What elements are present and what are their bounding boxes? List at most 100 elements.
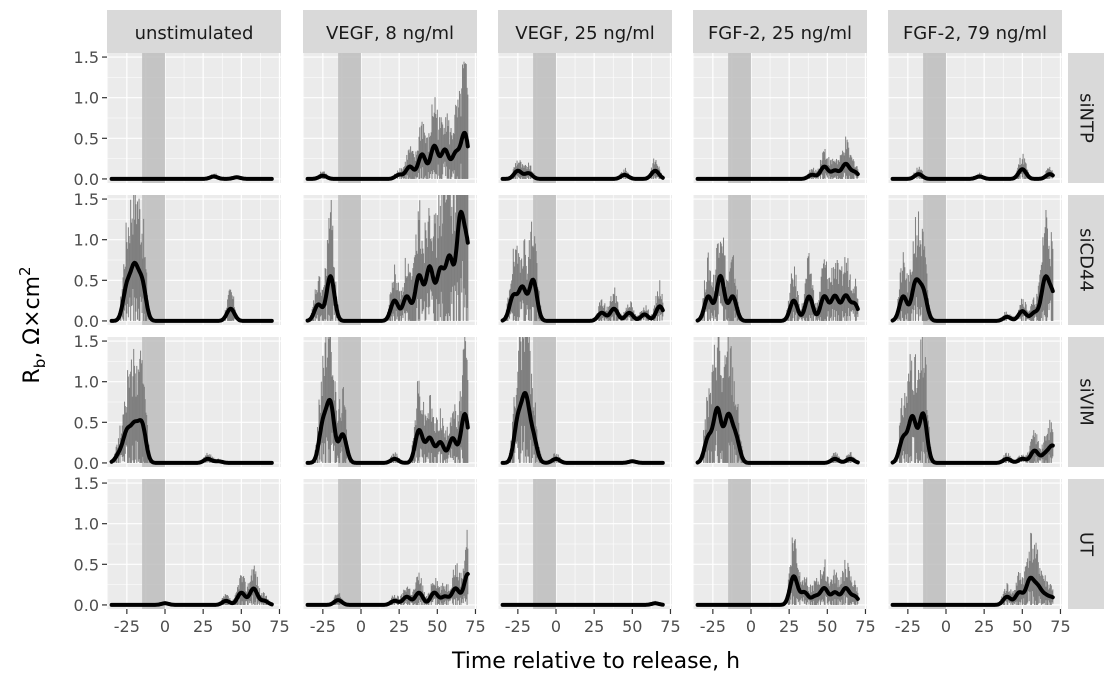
x-tick-label: 75 xyxy=(660,617,680,636)
shaded-interval xyxy=(142,195,165,325)
x-tick-label: 50 xyxy=(817,617,837,636)
y-tick-label: 1.0 xyxy=(74,231,99,250)
x-tick-label: 25 xyxy=(584,617,604,636)
y-axis-title: Rb, Ω×cm2 xyxy=(16,266,49,383)
column-strip xyxy=(303,10,477,53)
x-tick-label: 75 xyxy=(269,617,289,636)
column-strip-label: VEGF, 8 ng/ml xyxy=(326,23,454,44)
x-tick-label: 25 xyxy=(779,617,799,636)
x-tick-label: 50 xyxy=(427,617,447,636)
y-axis-title-subscript: b xyxy=(31,359,49,369)
shaded-interval xyxy=(338,479,361,609)
series-line-siNTP-FGF-2, 79 ng/ml xyxy=(890,167,1055,181)
facet-panel-UT-3 xyxy=(693,479,867,609)
y-tick-label: 1.5 xyxy=(74,48,99,67)
y-axis-title-middle: , Ω×cm xyxy=(20,276,45,359)
shaded-interval xyxy=(533,53,556,183)
y-tick-label: 1.5 xyxy=(74,190,99,209)
series-line-siVIM-FGF-2, 25 ng/ml xyxy=(695,405,860,465)
x-tick-label: 0 xyxy=(356,617,366,636)
y-tick-label: 1.0 xyxy=(74,515,99,534)
series-line-siVIM-VEGF, 8 ng/ml xyxy=(305,397,470,465)
shaded-interval xyxy=(142,479,165,609)
shaded-interval xyxy=(923,195,946,325)
series-line-siCD44-VEGF, 25 ng/ml xyxy=(500,277,665,323)
row-strip-label: UT xyxy=(1076,532,1097,557)
column-strip-label: FGF-2, 79 ng/ml xyxy=(903,23,1047,44)
facet-panel-siCD44-1 xyxy=(303,195,477,325)
x-tick-label: 0 xyxy=(551,617,561,636)
series-line-siVIM-unstimulated xyxy=(109,418,274,465)
facet-panel-siNTP-3 xyxy=(693,53,867,183)
series-line-siVIM-FGF-2, 79 ng/ml xyxy=(890,411,1055,465)
row-strip-label: siNTP xyxy=(1076,93,1097,143)
series-line-siNTP-FGF-2, 25 ng/ml xyxy=(695,161,860,181)
column-strip xyxy=(693,10,867,53)
facet-panel-siVIM-3 xyxy=(693,337,867,467)
series-line-siCD44-FGF-2, 79 ng/ml xyxy=(890,274,1055,323)
facet-panel-siNTP-4 xyxy=(888,53,1062,183)
y-tick-label: 0.0 xyxy=(74,312,99,331)
facet-panel-siVIM-2 xyxy=(498,337,672,467)
y-tick-label: 0.0 xyxy=(74,170,99,189)
row-strip-label: siVIM xyxy=(1076,378,1097,426)
x-tick-label: 0 xyxy=(746,617,756,636)
x-tick-label: 50 xyxy=(622,617,642,636)
facet-panel-siNTP-0 xyxy=(107,53,281,183)
column-strip-label: FGF-2, 25 ng/ml xyxy=(708,23,852,44)
x-tick-label: -25 xyxy=(895,617,921,636)
facet-panel-siVIM-1 xyxy=(303,337,477,467)
facet-panel-siNTP-1 xyxy=(303,53,477,183)
facet-panel-UT-1 xyxy=(303,479,477,609)
series-line-siCD44-FGF-2, 25 ng/ml xyxy=(695,274,860,323)
facet-panel-siNTP-2 xyxy=(498,53,672,183)
y-tick-label: 0.5 xyxy=(74,413,99,432)
facet-panel-UT-4 xyxy=(888,479,1062,609)
facet-panel-siCD44-0 xyxy=(107,195,281,325)
x-tick-label: 50 xyxy=(231,617,251,636)
shaded-interval xyxy=(338,195,361,325)
series-line-UT-FGF-2, 25 ng/ml xyxy=(695,574,860,607)
series-line-siCD44-unstimulated xyxy=(109,260,274,323)
shaded-interval xyxy=(533,479,556,609)
facet-panel-UT-2 xyxy=(498,479,672,609)
row-strip xyxy=(1068,337,1104,467)
series-line-siCD44-VEGF, 8 ng/ml xyxy=(305,209,470,323)
series-line-UT-unstimulated xyxy=(109,586,274,607)
y-tick-label: 0.5 xyxy=(74,129,99,148)
y-tick-label: 1.5 xyxy=(74,332,99,351)
facet-panels xyxy=(107,53,1062,609)
row-strip xyxy=(1068,53,1104,183)
y-tick-label: 0.5 xyxy=(74,271,99,290)
series-line-siNTP-VEGF, 25 ng/ml xyxy=(500,168,665,181)
x-tick-label: -25 xyxy=(114,617,140,636)
facet-panel-siCD44-4 xyxy=(888,195,1062,325)
series-line-UT-FGF-2, 79 ng/ml xyxy=(890,575,1055,607)
y-tick-label: 1.0 xyxy=(74,89,99,108)
column-strip xyxy=(498,10,672,53)
shaded-interval xyxy=(142,53,165,183)
shaded-interval xyxy=(728,479,751,609)
error-bars xyxy=(699,237,859,321)
x-tick-label: 50 xyxy=(1012,617,1032,636)
x-tick-label: 25 xyxy=(389,617,409,636)
facet-panel-siCD44-2 xyxy=(498,195,672,325)
shaded-interval xyxy=(338,53,361,183)
row-strip xyxy=(1068,195,1104,325)
x-tick-label: 0 xyxy=(941,617,951,636)
x-tick-label: 25 xyxy=(974,617,994,636)
series-line-UT-VEGF, 8 ng/ml xyxy=(305,572,470,607)
x-tick-label: -25 xyxy=(700,617,726,636)
facet-panel-siCD44-3 xyxy=(693,195,867,325)
series-line-siNTP-VEGF, 8 ng/ml xyxy=(305,130,470,181)
series-line-siNTP-unstimulated xyxy=(109,174,274,181)
x-tick-label: 25 xyxy=(193,617,213,636)
x-tick-label: 75 xyxy=(855,617,875,636)
facet-strips: unstimulated VEGF, 8 ng/ml VEGF, 25 ng/ml F… xyxy=(107,10,1104,609)
y-axis-title-main: R xyxy=(20,368,45,383)
row-strip-label: siCD44 xyxy=(1076,228,1097,292)
x-axis-title: Time relative to release, h xyxy=(451,649,740,674)
shaded-interval xyxy=(533,337,556,467)
y-tick-label: 1.0 xyxy=(74,373,99,392)
